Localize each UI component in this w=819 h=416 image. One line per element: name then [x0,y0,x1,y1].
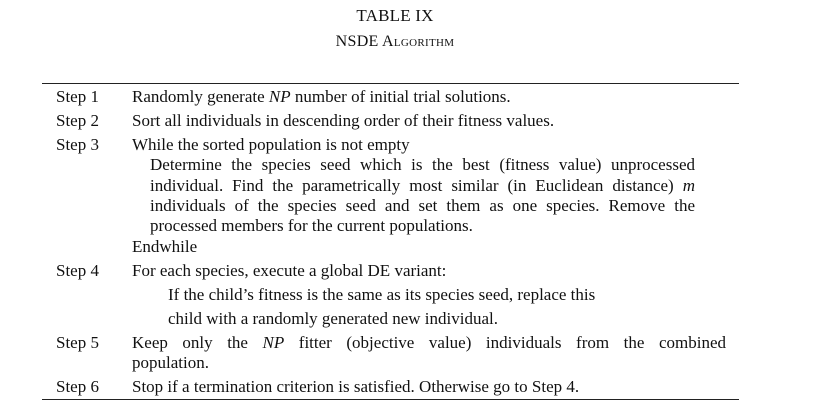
step-3-line-4: individuals of the species seed and set … [150,196,695,215]
step-2-label: Step 2 [56,111,99,130]
step-3-line-3: individual. Find the parametrically most… [150,176,695,196]
step-4-line-1: For each species, execute a global DE va… [132,261,447,280]
table-caption: NSDE Algorithm [0,33,790,51]
table-caption-text: NSDE Algorithm [335,33,455,50]
step-4-line-2: If the child’s fitness is the same as it… [168,285,596,304]
table-label: TABLE IX [356,6,434,25]
step-2-text: Sort all individuals in descending order… [132,111,555,130]
table-bottom-rule [42,399,739,400]
step-5-line-1: Keep only the NP fitter (objective value… [132,333,726,353]
step-3-line-3-var: m [682,176,695,195]
step-4-label: Step 4 [56,261,99,280]
step-1-text: Randomly generate NP number of initial t… [132,87,511,107]
step-1-text-pre: Randomly generate [132,87,269,106]
step-5-line-2: population. [132,353,209,372]
step-3-line-1: While the sorted population is not empty [132,135,410,154]
step-3-line-5: processed members for the current popula… [150,216,473,235]
step-1-text-var: NP [268,87,291,106]
step-3-line-3-pre: individual. Find the parametrically most… [150,176,683,195]
step-5-line-1-pre: Keep only the [132,333,263,352]
step-3-line-6: Endwhile [132,237,198,256]
step-1-text-post: number of initial trial solutions. [290,87,511,106]
step-5-line-1-post: fitter (objective value) individuals fro… [284,333,726,352]
step-3-label: Step 3 [56,135,99,154]
step-1-label: Step 1 [56,87,99,106]
step-5-line-1-var: NP [262,333,285,352]
step-4-line-3: child with a randomly generated new indi… [168,309,498,328]
table-top-rule [42,83,739,84]
step-3-line-2: Determine the species seed which is the … [150,155,695,174]
step-5-label: Step 5 [56,333,99,352]
step-6-text: Stop if a termination criterion is satis… [132,377,580,396]
step-6-label: Step 6 [56,377,99,396]
